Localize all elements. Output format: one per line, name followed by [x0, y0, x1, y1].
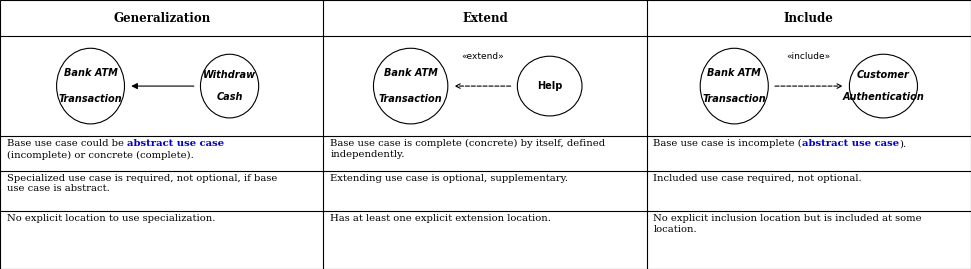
Text: Transaction: Transaction [702, 94, 766, 104]
Text: Customer: Customer [857, 70, 910, 80]
Text: Generalization: Generalization [113, 12, 211, 25]
Text: Bank ATM: Bank ATM [63, 68, 117, 78]
Text: No explicit inclusion location but is included at some
location.: No explicit inclusion location but is in… [653, 214, 922, 234]
Text: Transaction: Transaction [379, 94, 443, 104]
Text: Include: Include [784, 12, 834, 25]
Text: Base use case is incomplete (: Base use case is incomplete ( [653, 139, 802, 148]
Text: Specialized use case is required, not optional, if base
use case is abstract.: Specialized use case is required, not op… [7, 174, 277, 193]
Text: Transaction: Transaction [58, 94, 122, 104]
Text: Extending use case is optional, supplementary.: Extending use case is optional, suppleme… [330, 174, 568, 183]
Text: Help: Help [537, 81, 562, 91]
Text: Base use case is complete (concrete) by itself, defined
independently.: Base use case is complete (concrete) by … [330, 139, 605, 159]
Text: Authentication: Authentication [843, 92, 924, 102]
Text: ).: ). [899, 139, 906, 148]
Text: (incomplete) or concrete (complete).: (incomplete) or concrete (complete). [7, 151, 193, 160]
Text: Bank ATM: Bank ATM [707, 68, 761, 78]
Text: «include»: «include» [787, 52, 831, 61]
Text: Base use case could be: Base use case could be [7, 139, 127, 148]
Text: Included use case required, not optional.: Included use case required, not optional… [653, 174, 862, 183]
Text: No explicit location to use specialization.: No explicit location to use specializati… [7, 214, 216, 223]
Text: Withdraw: Withdraw [203, 70, 256, 80]
Text: Cash: Cash [217, 92, 243, 102]
Text: «extend»: «extend» [461, 52, 504, 61]
Text: Bank ATM: Bank ATM [384, 68, 438, 78]
Text: abstract use case: abstract use case [127, 139, 224, 148]
Text: Extend: Extend [462, 12, 508, 25]
Text: abstract use case: abstract use case [802, 139, 899, 148]
Text: Has at least one explicit extension location.: Has at least one explicit extension loca… [330, 214, 551, 223]
